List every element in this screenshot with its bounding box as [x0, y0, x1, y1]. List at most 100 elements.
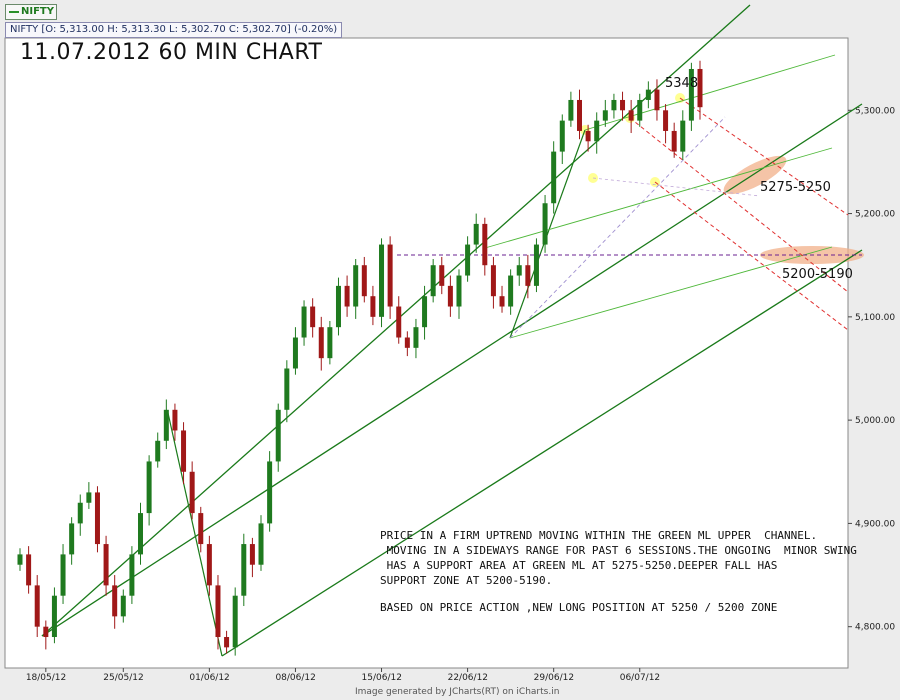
candle-body — [611, 99, 617, 111]
candle-body — [146, 461, 152, 514]
candle-body — [26, 554, 32, 586]
footer-credit: Image generated by JCharts(RT) on iChart… — [355, 687, 560, 697]
x-tick-label: 18/05/12 — [26, 673, 66, 683]
candle-body — [112, 585, 118, 617]
y-tick-label: 4,800.00 — [855, 623, 895, 633]
candle-body — [525, 265, 531, 286]
note-line-4: SUPPORT ZONE AT 5200-5190. — [380, 574, 553, 587]
chart-title: 11.07.2012 60 MIN CHART — [20, 40, 323, 65]
candle-body — [206, 544, 212, 586]
candle-body — [103, 544, 109, 586]
candle-body — [456, 275, 462, 307]
candle-body — [422, 296, 428, 328]
y-axis: 4,800.00 4,900.00 5,000.00 5,100.00 5,200.00… — [848, 106, 895, 633]
peak-label: 5348 — [665, 76, 698, 91]
legend-swatch — [9, 11, 19, 13]
candle-body — [129, 554, 135, 596]
candle-body — [551, 151, 557, 204]
candle-body — [602, 110, 608, 121]
x-tick-label: 29/06/12 — [534, 673, 574, 683]
candle-body — [637, 99, 643, 121]
candle-body — [439, 265, 445, 286]
candle-body — [94, 492, 100, 545]
plot-area — [4, 37, 849, 669]
candle-body — [516, 265, 522, 276]
candle-body — [490, 265, 496, 297]
y-tick-label: 5,200.00 — [855, 210, 895, 220]
candle-body — [542, 203, 548, 245]
x-tick-label: 25/05/12 — [103, 673, 143, 683]
channel-upper-line — [41, 4, 751, 637]
candle-body — [198, 513, 204, 545]
x-tick-label: 08/06/12 — [275, 673, 315, 683]
candle-body — [568, 99, 574, 121]
candle-body — [224, 637, 230, 648]
channel-lower-line — [221, 249, 863, 657]
y-tick-label: 5,100.00 — [855, 313, 895, 323]
candle-body — [43, 626, 49, 638]
candle-body — [559, 120, 565, 152]
red-mid-line — [629, 117, 849, 293]
candle-body — [155, 440, 161, 462]
candle-body — [189, 471, 195, 514]
candle-body — [473, 223, 479, 245]
candle-body — [258, 523, 264, 565]
candle-body — [172, 409, 178, 431]
candle-body — [671, 130, 677, 152]
candle-body — [465, 244, 471, 276]
candle-body — [482, 223, 488, 266]
fork-lower-line — [509, 246, 833, 339]
candle-body — [292, 337, 298, 369]
candle-body — [69, 523, 75, 555]
candle-body — [310, 306, 316, 328]
x-axis: 18/05/12 25/05/12 01/06/12 08/06/12 15/06/12… — [26, 668, 660, 683]
y-tick-label: 5,000.00 — [855, 416, 895, 426]
pivot-leg-line — [167, 412, 223, 657]
pivot-connector-line — [592, 177, 761, 197]
candle-body — [335, 285, 341, 328]
candle-body — [413, 327, 419, 348]
zone-label-1: 5275-5250 — [760, 180, 831, 195]
candle-body — [232, 595, 238, 648]
candle-body — [533, 244, 539, 286]
candle-body — [680, 120, 686, 152]
candle-body — [576, 99, 582, 131]
analysis-note: PRICE IN A FIRM UPTREND MOVING WITHIN TH… — [380, 528, 860, 615]
trend-lines — [41, 4, 863, 657]
annotations: 5348 5275-5250 5200-5190 — [665, 76, 853, 282]
candle-body — [301, 306, 307, 338]
legend-label: NIFTY — [21, 6, 54, 17]
candle-body — [34, 585, 40, 627]
note-line-1: PRICE IN A FIRM UPTREND MOVING WITHIN TH… — [380, 529, 818, 542]
candle-body — [379, 244, 385, 317]
candle-body — [51, 595, 57, 638]
fork-upper-line — [584, 54, 836, 131]
candles — [17, 60, 703, 656]
fork-handle-line — [509, 116, 726, 339]
candle-body — [361, 265, 367, 297]
candle-body — [508, 275, 514, 307]
candle-body — [370, 296, 376, 317]
candle-body — [404, 337, 410, 348]
candle-body — [654, 89, 660, 111]
candle-body — [86, 492, 92, 503]
candle-body — [344, 285, 350, 307]
x-tick-label: 06/07/12 — [620, 673, 660, 683]
candle-body — [645, 89, 651, 100]
candle-body — [275, 409, 281, 462]
candle-body — [663, 110, 669, 131]
candle-body — [17, 554, 23, 565]
candle-body — [396, 306, 402, 338]
candle-body — [688, 68, 694, 121]
legend[interactable]: NIFTY — [5, 4, 57, 20]
candle-body — [447, 285, 453, 307]
note-line-5: BASED ON PRICE ACTION ,NEW LONG POSITION… — [380, 601, 778, 614]
candle-body — [318, 327, 324, 359]
candle-body — [353, 265, 359, 307]
red-lower-line — [654, 181, 849, 331]
ohlc-readout: NIFTY [O: 5,313.00 H: 5,313.30 L: 5,302.… — [5, 22, 343, 38]
candle-body — [77, 502, 83, 524]
candle-body — [241, 544, 247, 596]
candle-body — [430, 265, 436, 297]
note-line-3: HAS A SUPPORT AREA AT GREEN ML AT 5275-5… — [380, 559, 778, 572]
